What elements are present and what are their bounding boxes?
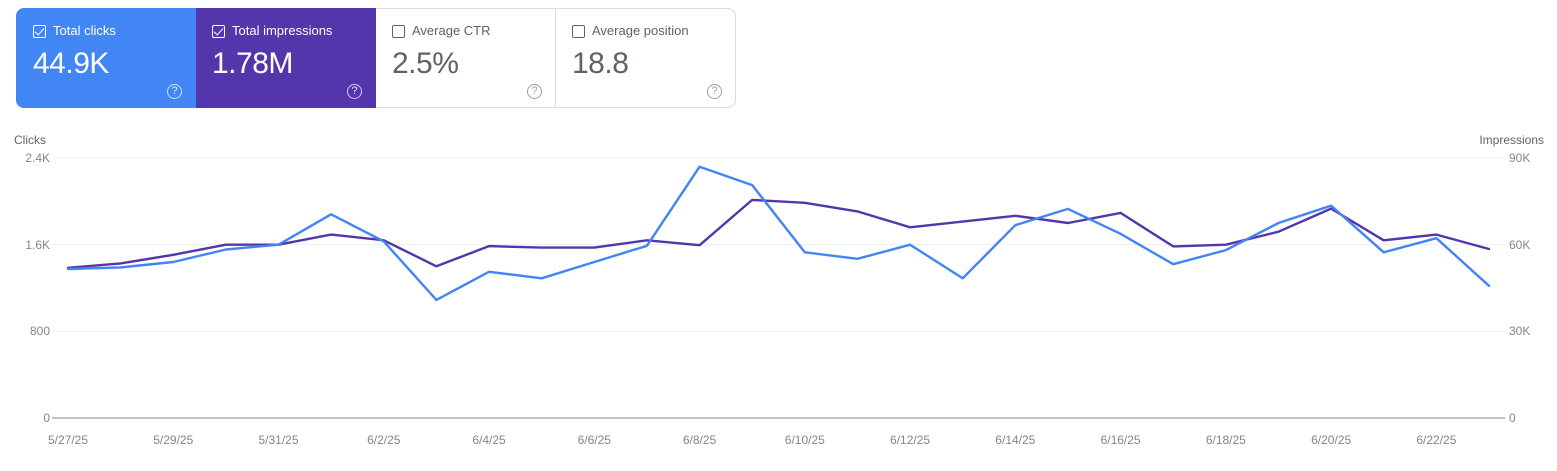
y-tick-right: 0 <box>1509 411 1516 425</box>
help-icon-total-clicks[interactable]: ? <box>167 84 182 99</box>
x-axis-tick-label: 6/10/25 <box>784 433 825 447</box>
performance-chart[interactable]: Clicks Impressions 2.4K 90K 1.6K 60K 800 30K 0… <box>0 128 1557 471</box>
x-axis-tick-label: 6/4/25 <box>472 433 506 447</box>
x-axis-tick-label: 6/12/25 <box>890 433 931 447</box>
plot-lines <box>52 157 1505 419</box>
help-icon-average-ctr[interactable]: ? <box>527 84 542 99</box>
checkbox-total-impressions[interactable] <box>212 24 225 38</box>
metric-value-total-clicks: 44.9K <box>33 47 109 80</box>
y-tick-right: 30K <box>1509 324 1531 339</box>
metric-card-total-clicks[interactable]: Total clicks 44.9K ? <box>16 8 196 108</box>
metric-card-average-position[interactable]: Average position 18.8 ? <box>556 8 736 108</box>
checkbox-average-position[interactable] <box>572 24 585 38</box>
right-axis-title: Impressions <box>1479 133 1544 147</box>
metric-card-header: Total impressions <box>212 23 359 39</box>
x-axis-tick-label: 6/2/25 <box>367 433 401 447</box>
x-axis-tick-label: 6/16/25 <box>1100 433 1141 447</box>
checkbox-total-clicks[interactable] <box>33 24 46 38</box>
metric-label-average-position: Average position <box>592 23 689 38</box>
y-tick-right: 90K <box>1509 151 1531 165</box>
checkbox-average-ctr[interactable] <box>392 24 405 38</box>
x-axis-tick-label: 6/22/25 <box>1416 433 1457 447</box>
metric-label-average-ctr: Average CTR <box>412 23 491 38</box>
metric-label-total-clicks: Total clicks <box>53 23 116 38</box>
y-tick-left: 0 <box>43 411 50 425</box>
x-axis-tick-label: 6/18/25 <box>1205 433 1246 447</box>
y-tick-right: 60K <box>1509 237 1531 252</box>
left-axis-title: Clicks <box>14 133 46 147</box>
x-axis-tick-label: 6/6/25 <box>577 433 611 447</box>
metric-card-total-impressions[interactable]: Total impressions 1.78M ? <box>196 8 376 108</box>
help-icon-average-position[interactable]: ? <box>707 84 722 99</box>
metric-label-total-impressions: Total impressions <box>232 23 333 38</box>
help-icon-total-impressions[interactable]: ? <box>347 84 362 99</box>
y-tick-left: 2.4K <box>25 151 50 165</box>
metric-cards-row: Total clicks 44.9K ? Total impressions 1… <box>16 8 736 108</box>
x-axis-tick-label: 6/14/25 <box>995 433 1036 447</box>
x-axis-tick-label: 5/29/25 <box>153 433 194 447</box>
x-axis-tick-label: 6/8/25 <box>682 433 717 447</box>
metric-value-average-position: 18.8 <box>572 47 629 80</box>
metric-card-header: Average CTR <box>392 23 539 39</box>
metric-card-header: Average position <box>572 23 719 39</box>
x-axis-tick-label: 5/27/25 <box>47 433 89 447</box>
metric-value-average-ctr: 2.5% <box>392 47 459 80</box>
metric-card-average-ctr[interactable]: Average CTR 2.5% ? <box>376 8 556 108</box>
x-axis-tick-label: 6/20/25 <box>1311 433 1352 447</box>
x-axis-tick-label: 5/31/25 <box>258 433 299 447</box>
y-tick-left: 800 <box>29 324 50 339</box>
y-tick-left: 1.6K <box>25 237 50 252</box>
metric-value-total-impressions: 1.78M <box>212 47 293 80</box>
metric-card-header: Total clicks <box>33 23 179 39</box>
